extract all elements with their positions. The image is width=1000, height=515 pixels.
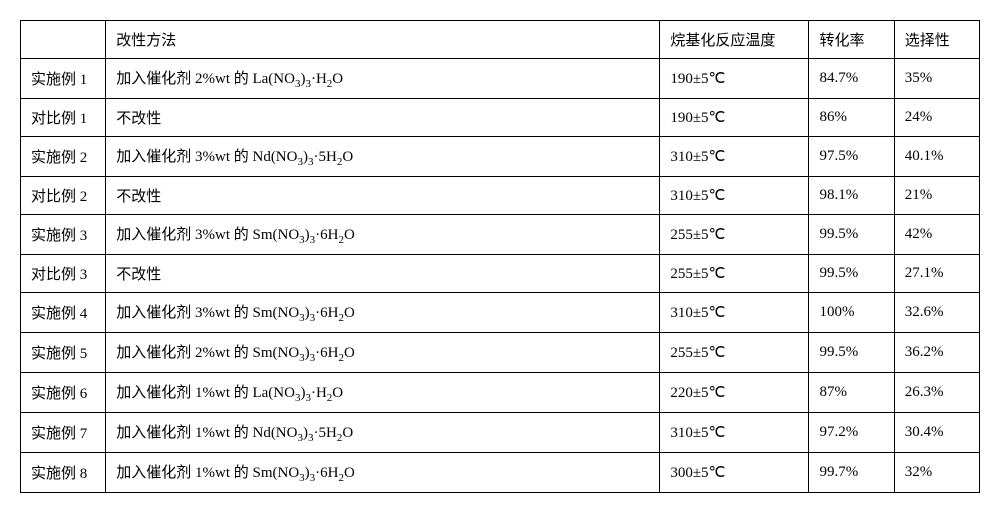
- cell-method: 加入催化剂 3%wt 的 Sm(NO3)3·6H2O: [106, 215, 660, 255]
- cell-method: 不改性: [106, 255, 660, 293]
- cell-method: 不改性: [106, 177, 660, 215]
- cell-conversion: 99.5%: [809, 215, 894, 255]
- cell-selectivity: 35%: [894, 59, 979, 99]
- cell-conversion: 97.5%: [809, 137, 894, 177]
- cell-method: 加入催化剂 1%wt 的 La(NO3)3·H2O: [106, 373, 660, 413]
- cell-selectivity: 24%: [894, 99, 979, 137]
- header-conversion: 转化率: [809, 21, 894, 59]
- cell-conversion: 87%: [809, 373, 894, 413]
- table-row: 实施例 5加入催化剂 2%wt 的 Sm(NO3)3·6H2O255±5℃99.…: [21, 333, 980, 373]
- cell-temperature: 190±5℃: [660, 99, 809, 137]
- header-row: 改性方法 烷基化反应温度 转化率 选择性: [21, 21, 980, 59]
- cell-temperature: 190±5℃: [660, 59, 809, 99]
- cell-label: 对比例 1: [21, 99, 106, 137]
- table-row: 实施例 1加入催化剂 2%wt 的 La(NO3)3·H2O190±5℃84.7…: [21, 59, 980, 99]
- cell-conversion: 99.7%: [809, 453, 894, 493]
- cell-label: 实施例 4: [21, 293, 106, 333]
- cell-label: 实施例 7: [21, 413, 106, 453]
- cell-temperature: 300±5℃: [660, 453, 809, 493]
- cell-temperature: 220±5℃: [660, 373, 809, 413]
- cell-conversion: 99.5%: [809, 333, 894, 373]
- cell-method: 不改性: [106, 99, 660, 137]
- cell-conversion: 84.7%: [809, 59, 894, 99]
- table-row: 实施例 6加入催化剂 1%wt 的 La(NO3)3·H2O220±5℃87%2…: [21, 373, 980, 413]
- cell-label: 实施例 6: [21, 373, 106, 413]
- table-row: 对比例 2不改性310±5℃98.1%21%: [21, 177, 980, 215]
- cell-label: 实施例 8: [21, 453, 106, 493]
- cell-temperature: 255±5℃: [660, 333, 809, 373]
- table-row: 实施例 2加入催化剂 3%wt 的 Nd(NO3)3·5H2O310±5℃97.…: [21, 137, 980, 177]
- cell-conversion: 100%: [809, 293, 894, 333]
- cell-selectivity: 32.6%: [894, 293, 979, 333]
- table-body: 实施例 1加入催化剂 2%wt 的 La(NO3)3·H2O190±5℃84.7…: [21, 59, 980, 493]
- cell-label: 实施例 1: [21, 59, 106, 99]
- header-temperature: 烷基化反应温度: [660, 21, 809, 59]
- cell-method: 加入催化剂 1%wt 的 Nd(NO3)3·5H2O: [106, 413, 660, 453]
- cell-conversion: 97.2%: [809, 413, 894, 453]
- cell-selectivity: 36.2%: [894, 333, 979, 373]
- header-label: [21, 21, 106, 59]
- cell-method: 加入催化剂 3%wt 的 Nd(NO3)3·5H2O: [106, 137, 660, 177]
- experiment-results-table: 改性方法 烷基化反应温度 转化率 选择性 实施例 1加入催化剂 2%wt 的 L…: [20, 20, 980, 493]
- cell-method: 加入催化剂 2%wt 的 La(NO3)3·H2O: [106, 59, 660, 99]
- cell-temperature: 310±5℃: [660, 413, 809, 453]
- table-row: 实施例 3加入催化剂 3%wt 的 Sm(NO3)3·6H2O255±5℃99.…: [21, 215, 980, 255]
- cell-temperature: 310±5℃: [660, 177, 809, 215]
- cell-label: 实施例 5: [21, 333, 106, 373]
- table-header: 改性方法 烷基化反应温度 转化率 选择性: [21, 21, 980, 59]
- cell-label: 实施例 2: [21, 137, 106, 177]
- table-row: 实施例 7加入催化剂 1%wt 的 Nd(NO3)3·5H2O310±5℃97.…: [21, 413, 980, 453]
- table-row: 实施例 8加入催化剂 1%wt 的 Sm(NO3)3·6H2O300±5℃99.…: [21, 453, 980, 493]
- cell-method: 加入催化剂 3%wt 的 Sm(NO3)3·6H2O: [106, 293, 660, 333]
- cell-selectivity: 40.1%: [894, 137, 979, 177]
- cell-selectivity: 26.3%: [894, 373, 979, 413]
- table-row: 实施例 4加入催化剂 3%wt 的 Sm(NO3)3·6H2O310±5℃100…: [21, 293, 980, 333]
- cell-conversion: 99.5%: [809, 255, 894, 293]
- cell-conversion: 98.1%: [809, 177, 894, 215]
- cell-temperature: 310±5℃: [660, 293, 809, 333]
- cell-label: 对比例 2: [21, 177, 106, 215]
- cell-method: 加入催化剂 1%wt 的 Sm(NO3)3·6H2O: [106, 453, 660, 493]
- cell-selectivity: 30.4%: [894, 413, 979, 453]
- table-row: 对比例 3不改性255±5℃99.5%27.1%: [21, 255, 980, 293]
- cell-method: 加入催化剂 2%wt 的 Sm(NO3)3·6H2O: [106, 333, 660, 373]
- table-row: 对比例 1不改性190±5℃86%24%: [21, 99, 980, 137]
- cell-selectivity: 27.1%: [894, 255, 979, 293]
- cell-label: 对比例 3: [21, 255, 106, 293]
- header-method: 改性方法: [106, 21, 660, 59]
- cell-label: 实施例 3: [21, 215, 106, 255]
- cell-selectivity: 32%: [894, 453, 979, 493]
- cell-temperature: 255±5℃: [660, 215, 809, 255]
- cell-temperature: 310±5℃: [660, 137, 809, 177]
- cell-selectivity: 21%: [894, 177, 979, 215]
- cell-conversion: 86%: [809, 99, 894, 137]
- cell-selectivity: 42%: [894, 215, 979, 255]
- cell-temperature: 255±5℃: [660, 255, 809, 293]
- header-selectivity: 选择性: [894, 21, 979, 59]
